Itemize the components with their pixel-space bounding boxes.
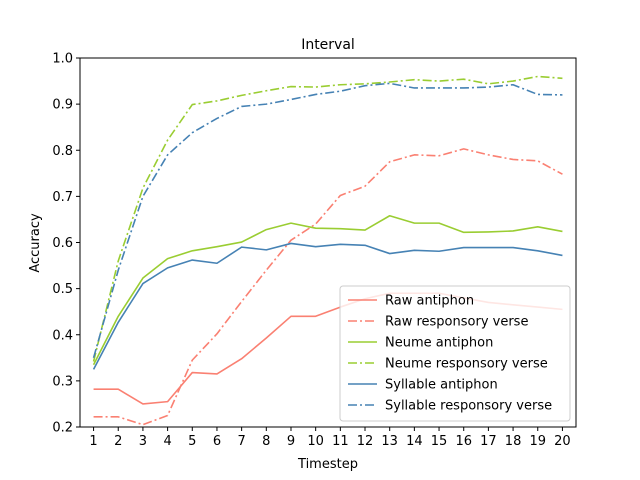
- series-line-1: [93, 148, 563, 426]
- legend-label-5: Syllable responsory verse: [385, 399, 552, 414]
- x-tick-label: 13: [381, 434, 398, 449]
- legend-label-2: Neume antiphon: [385, 336, 493, 351]
- y-tick-label: 0.2: [52, 421, 73, 436]
- x-tick-label: 6: [213, 434, 221, 449]
- y-tick-label: 0.9: [52, 98, 73, 113]
- y-tick-label: 0.7: [52, 190, 73, 205]
- legend-box: [339, 285, 571, 422]
- x-tick-label: 20: [554, 434, 571, 449]
- x-tick-label: 3: [139, 434, 147, 449]
- x-tick-label: 18: [505, 434, 522, 449]
- chart-title: Interval: [301, 37, 355, 53]
- series-line-2: [92, 214, 563, 366]
- x-tick-label: 15: [431, 434, 448, 449]
- x-tick-label: 8: [262, 434, 270, 449]
- y-tick-label: 0.6: [52, 236, 73, 251]
- x-tick-label: 7: [237, 434, 245, 449]
- x-tick-label: 12: [357, 434, 374, 449]
- y-tick-label: 0.8: [52, 144, 73, 159]
- x-tick-label: 19: [529, 434, 546, 449]
- legend-label-3: Neume responsory verse: [385, 357, 548, 372]
- legend-label-1: Raw responsory verse: [385, 315, 528, 330]
- x-tick-label: 5: [188, 434, 196, 449]
- x-tick-label: 16: [455, 434, 472, 449]
- y-tick-label: 0.3: [52, 374, 73, 389]
- y-tick-label: 0.4: [52, 328, 73, 343]
- series-line-5: [92, 82, 563, 359]
- x-tick-label: 4: [163, 434, 171, 449]
- legend: Raw antiphon Raw responsory verse Neume an…: [339, 285, 571, 422]
- y-tick-label: 0.5: [52, 282, 73, 297]
- x-tick-label: 9: [287, 434, 295, 449]
- series-line-3: [92, 75, 563, 362]
- x-axis-title: Timestep: [297, 457, 358, 472]
- legend-label-0: Raw antiphon: [385, 294, 474, 309]
- y-axis: 0.2 0.3 0.4 0.5 0.6 0.7 0.8 0.9 1.0: [52, 52, 80, 436]
- x-tick-label: 17: [480, 434, 497, 449]
- y-tick-label: 1.0: [52, 52, 73, 67]
- x-tick-label: 11: [332, 434, 349, 449]
- series-line-4: [92, 242, 563, 370]
- x-axis: 1 2 3 4 5 6 7 8 9 10 11 12 13 14 15 16 17 18 19 20: [89, 427, 571, 449]
- legend-label-4: Syllable antiphon: [385, 378, 498, 393]
- x-tick-label: 10: [307, 434, 324, 449]
- y-axis-title: Accuracy: [28, 213, 43, 273]
- x-tick-label: 1: [89, 434, 97, 449]
- x-tick-label: 2: [114, 434, 122, 449]
- x-tick-label: 14: [406, 434, 423, 449]
